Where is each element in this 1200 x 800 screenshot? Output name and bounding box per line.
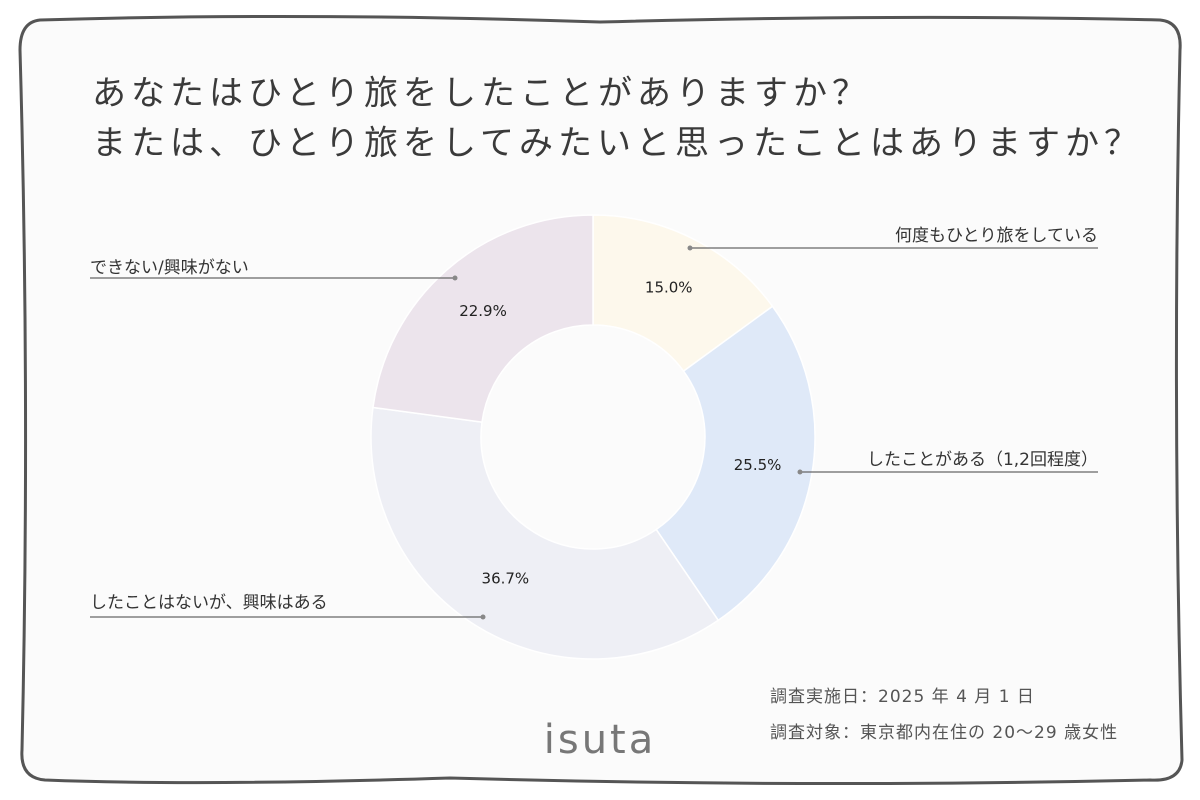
title-line: または、ひとり旅をしてみたいと思ったことはありますか？ <box>92 124 1143 164</box>
survey-target: 調査対象：東京都内在住の 20〜29 歳女性 <box>770 723 1118 743</box>
category-label: できない/興味がない <box>90 258 249 278</box>
category-label: したことがある（1,2回程度） <box>867 450 1098 470</box>
donut-segment <box>370 406 720 660</box>
donut-segment <box>655 305 816 622</box>
survey-date: 調査実施日：2025 年 4 月 1 日 <box>770 687 1035 707</box>
logo: isuta <box>544 717 657 763</box>
leader-dot <box>480 614 486 620</box>
value-label: 15.0% <box>645 279 693 297</box>
category-label: したことはないが、興味はある <box>90 593 328 613</box>
leader-dot <box>687 245 693 251</box>
donut-segment <box>592 214 774 373</box>
value-label: 22.9% <box>459 302 507 320</box>
category-label: 何度もひとり旅をしている <box>895 226 1098 246</box>
frame <box>18 14 1184 786</box>
donut-segment <box>372 214 594 423</box>
value-label: 36.7% <box>482 570 530 588</box>
value-label: 25.5% <box>734 456 782 474</box>
leader-dot <box>797 469 803 475</box>
leader-dot <box>452 275 458 281</box>
title-line: あなたはひとり旅をしたことがありますか？ <box>92 74 871 114</box>
